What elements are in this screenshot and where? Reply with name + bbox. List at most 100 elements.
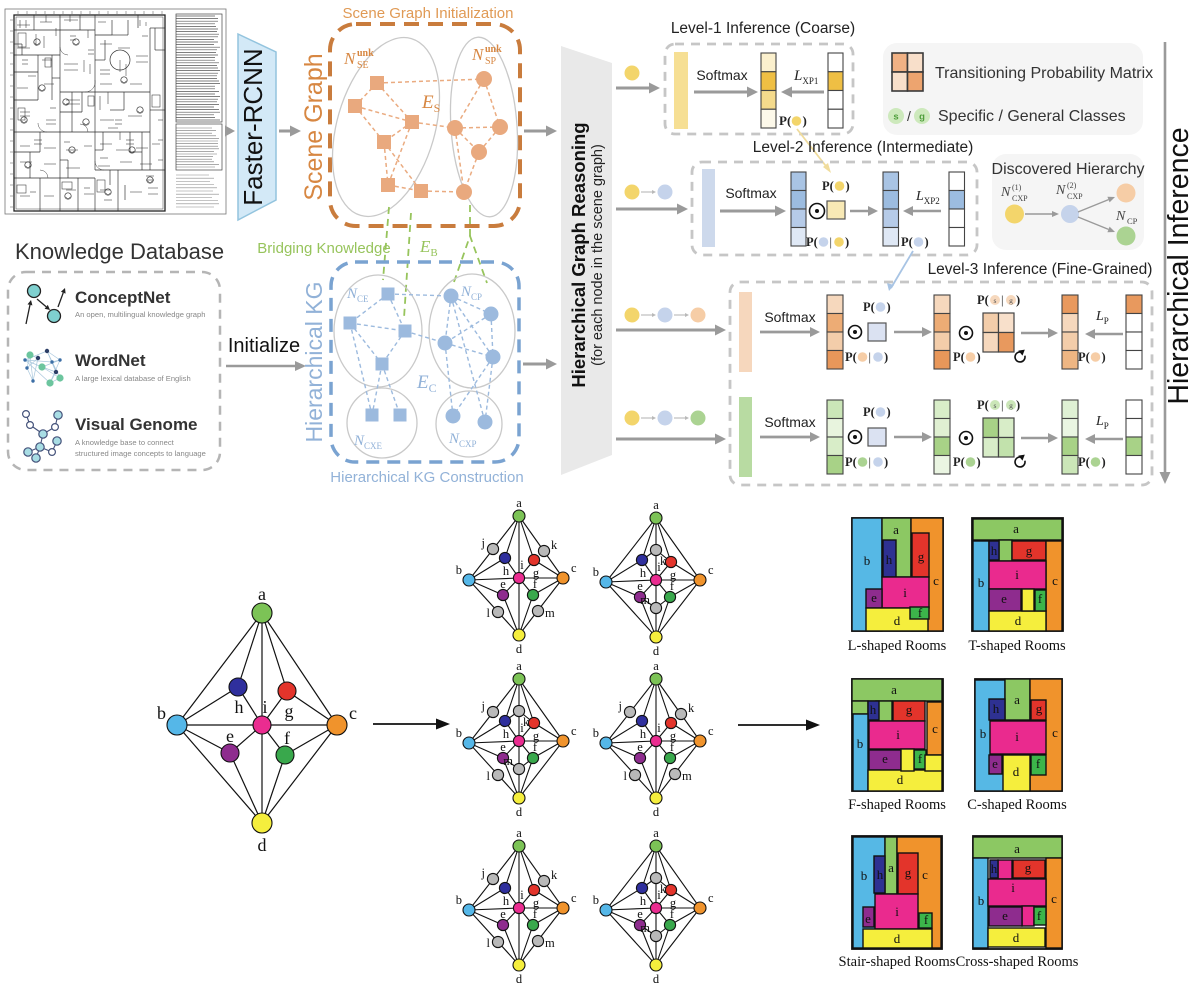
svg-text:P(: P( <box>953 455 965 469</box>
svg-text:c: c <box>571 724 577 738</box>
svg-text:l: l <box>487 606 491 620</box>
svg-text:a: a <box>1013 521 1019 536</box>
svg-text:g: g <box>533 729 540 743</box>
svg-text:m: m <box>682 769 692 783</box>
svg-text:h: h <box>640 566 647 580</box>
svg-text:h: h <box>870 702 877 717</box>
svg-text:C-shaped Rooms: C-shaped Rooms <box>967 797 1067 813</box>
svg-text:f: f <box>1038 591 1043 606</box>
svg-text:N: N <box>343 49 357 68</box>
svg-text:c: c <box>932 721 938 736</box>
svg-text:N: N <box>471 45 485 64</box>
svg-text:d: d <box>894 613 901 628</box>
svg-text:c: c <box>708 563 714 577</box>
svg-text:b: b <box>456 726 462 740</box>
svg-text:|: | <box>1001 398 1004 412</box>
svg-text:g: g <box>670 896 677 910</box>
svg-text:): ) <box>925 235 929 249</box>
svg-text:l: l <box>487 769 491 783</box>
svg-text:Initialize: Initialize <box>228 335 300 357</box>
svg-text:m: m <box>545 936 555 950</box>
svg-text:P(: P( <box>1078 350 1090 364</box>
svg-text:Softmax: Softmax <box>764 414 815 430</box>
svg-text:P(: P( <box>845 455 857 469</box>
svg-text:(for each node in the scene gr: (for each node in the scene graph) <box>590 144 606 366</box>
svg-text:g: g <box>285 701 294 721</box>
svg-text:i: i <box>520 558 524 572</box>
svg-text:e: e <box>637 740 643 754</box>
svg-text:e: e <box>992 756 998 771</box>
svg-text:i: i <box>1015 729 1019 744</box>
svg-text:f: f <box>284 728 290 748</box>
svg-text:T-shaped Rooms: T-shaped Rooms <box>968 638 1066 654</box>
svg-text:a: a <box>888 860 894 875</box>
svg-text:a: a <box>516 496 522 510</box>
svg-text:P(: P( <box>977 293 989 307</box>
svg-text:h: h <box>991 543 998 558</box>
svg-text:b: b <box>980 726 987 741</box>
svg-text:h: h <box>640 727 647 741</box>
svg-text:b: b <box>861 868 868 883</box>
svg-text:Level-2 Inference (Intermediat: Level-2 Inference (Intermediate) <box>753 139 974 156</box>
svg-text:N: N <box>1055 183 1066 198</box>
svg-text:e: e <box>871 590 877 605</box>
svg-text:a: a <box>893 522 899 537</box>
svg-text:L-shaped Rooms: L-shaped Rooms <box>848 638 947 654</box>
svg-text:P(: P( <box>779 113 791 128</box>
svg-text:): ) <box>977 455 981 469</box>
svg-text:h: h <box>993 701 1000 716</box>
svg-text:j: j <box>618 699 622 713</box>
svg-text:h: h <box>640 894 647 908</box>
svg-text:(1): (1) <box>1012 183 1022 192</box>
svg-text:c: c <box>933 573 939 588</box>
svg-text:d: d <box>258 835 267 855</box>
svg-text:): ) <box>1016 398 1020 412</box>
svg-text:a: a <box>891 682 897 697</box>
svg-text:a: a <box>1014 841 1020 856</box>
svg-text:unk: unk <box>357 48 374 59</box>
svg-text:s: s <box>893 112 898 123</box>
svg-text:h: h <box>991 861 998 876</box>
svg-text:e: e <box>500 740 506 754</box>
svg-text:SP: SP <box>485 56 497 67</box>
svg-text:h: h <box>877 867 884 882</box>
svg-text:f: f <box>670 740 675 754</box>
svg-text:i: i <box>520 888 524 902</box>
svg-text:Level-1 Inference (Coarse): Level-1 Inference (Coarse) <box>671 20 855 37</box>
svg-text:structured image concepts to l: structured image concepts to language <box>75 449 206 458</box>
svg-text:N: N <box>1000 185 1011 200</box>
svg-text:g: g <box>533 566 540 580</box>
svg-text:k: k <box>660 882 667 896</box>
svg-text:Faster-RCNN: Faster-RCNN <box>238 48 268 205</box>
svg-text:d: d <box>516 972 523 986</box>
svg-text:a: a <box>653 826 659 840</box>
svg-text:Bridging Knowledge: Bridging Knowledge <box>257 240 390 257</box>
svg-text:j: j <box>481 699 485 713</box>
svg-text:f: f <box>533 907 538 921</box>
svg-text:Cross-shaped Rooms: Cross-shaped Rooms <box>956 954 1079 970</box>
svg-text:g: g <box>1036 701 1043 716</box>
svg-text:e: e <box>865 911 871 926</box>
svg-text:j: j <box>481 866 485 880</box>
svg-text:a: a <box>516 826 522 840</box>
svg-text:|: | <box>869 350 872 364</box>
svg-text:): ) <box>977 350 981 364</box>
svg-text:Stair-shaped Rooms: Stair-shaped Rooms <box>839 954 956 970</box>
svg-text:): ) <box>884 455 888 469</box>
svg-text:k: k <box>523 715 530 729</box>
svg-text:c: c <box>571 561 577 575</box>
svg-text:i: i <box>1011 880 1015 895</box>
svg-text:j: j <box>481 536 485 550</box>
svg-text:f: f <box>670 579 675 593</box>
svg-text:Scene Graph: Scene Graph <box>300 53 328 200</box>
svg-text:a: a <box>1014 692 1020 707</box>
svg-text:c: c <box>349 703 357 723</box>
svg-text:): ) <box>887 300 891 314</box>
svg-text:Hierarchical KG: Hierarchical KG <box>301 281 327 442</box>
svg-text:h: h <box>503 894 510 908</box>
svg-text:g: g <box>918 549 925 564</box>
svg-text:d: d <box>1015 613 1022 628</box>
svg-text:d: d <box>1013 930 1020 945</box>
svg-text:c: c <box>1052 725 1058 740</box>
svg-text:e: e <box>1001 591 1007 606</box>
